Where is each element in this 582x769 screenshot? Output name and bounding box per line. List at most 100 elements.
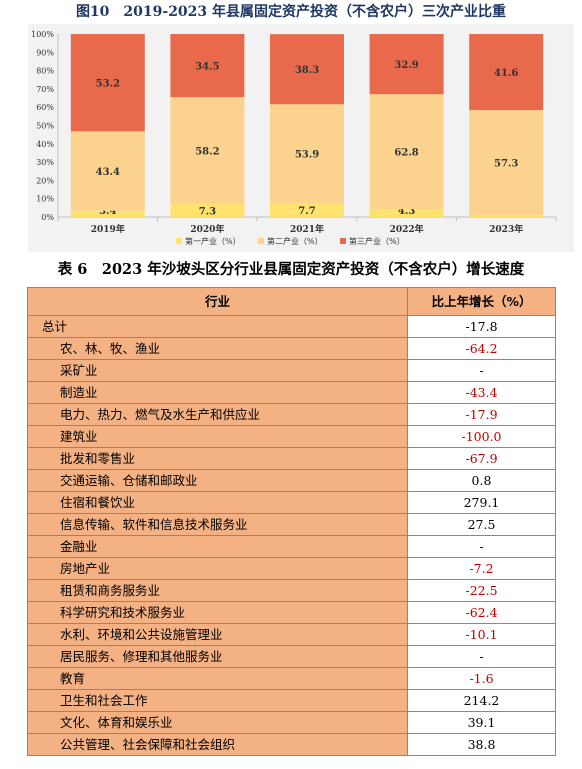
data-label: 7.7 [298, 206, 315, 217]
y-tick-label: 40% [36, 140, 54, 149]
legend-swatch [340, 238, 346, 244]
growth-value: -22.5 [407, 579, 556, 602]
table-row: 交通运输、仓储和邮政业 0.8 [27, 469, 556, 492]
growth-value: 27.5 [407, 513, 556, 536]
industry-name: 教育 [27, 667, 408, 690]
bar-segment [170, 97, 245, 204]
growth-value: - [407, 535, 556, 558]
table-row: 教育 -1.6 [27, 667, 556, 690]
bar-segment [469, 110, 544, 215]
industry-name: 文化、体育和娱乐业 [27, 711, 408, 734]
industry-name: 制造业 [27, 381, 408, 404]
industry-name: 总计 [27, 315, 408, 338]
table-row: 电力、热力、燃气及水生产和供应业 -17.9 [27, 403, 556, 426]
table-row: 水利、环境和公共设施管理业 -10.1 [27, 623, 556, 646]
bar-segment [70, 131, 145, 211]
industry-name: 交通运输、仓储和邮政业 [27, 469, 408, 492]
header-growth: 比上年增长（%） [407, 287, 556, 316]
legend-swatch [258, 238, 264, 244]
y-tick-label: 10% [36, 195, 54, 204]
y-tick-label: 20% [36, 176, 54, 185]
data-label: 4.3 [398, 206, 415, 217]
y-tick-label: 50% [36, 122, 54, 131]
bar-segment [70, 34, 145, 132]
data-label: 53.2 [96, 79, 120, 90]
legend-swatch [176, 238, 182, 244]
x-tick-label: 2021年 [290, 223, 324, 235]
growth-value: -100.0 [407, 425, 556, 448]
industry-name: 水利、环境和公共设施管理业 [27, 623, 408, 646]
industry-name: 电力、热力、燃气及水生产和供应业 [27, 403, 408, 426]
growth-value: -17.9 [407, 403, 556, 426]
data-label: 7.3 [199, 206, 216, 217]
growth-value: -17.8 [407, 315, 556, 338]
industry-name: 居民服务、修理和其他服务业 [27, 645, 408, 668]
data-label: 57.3 [494, 159, 518, 170]
industry-name: 公共管理、社会保障和社会组织 [27, 733, 408, 756]
bar-segment [170, 203, 245, 217]
x-tick-label: 2020年 [190, 223, 224, 235]
bar-segment [369, 34, 444, 95]
growth-value: 214.2 [407, 689, 556, 712]
header-industry: 行业 [27, 287, 408, 316]
data-label: 62.8 [394, 148, 418, 159]
industry-name: 租赁和商务服务业 [27, 579, 408, 602]
table-row: 总计 -17.8 [27, 315, 556, 338]
industry-name: 卫生和社会工作 [27, 689, 408, 712]
bar-segment [170, 34, 245, 98]
data-label: 34.5 [195, 62, 219, 73]
growth-value: 39.1 [407, 711, 556, 734]
growth-value: 279.1 [407, 491, 556, 514]
y-tick-label: 90% [36, 48, 54, 57]
industry-name: 信息传输、软件和信息技术服务业 [27, 513, 408, 536]
data-label: 38.3 [295, 65, 319, 76]
data-label: 3.4 [99, 206, 116, 217]
y-tick-label: 30% [36, 158, 54, 167]
industry-name: 采矿业 [27, 359, 408, 382]
data-label: 58.2 [195, 146, 219, 157]
stacked-bar-chart: 0% 10% 20% 30% 40% 50% 60% 70% 80% 90% 100% 3.4 43.4… [31, 30, 557, 246]
table-row: 文化、体育和娱乐业 39.1 [27, 711, 556, 734]
growth-value: 38.8 [407, 733, 556, 756]
bar-segment [469, 214, 544, 217]
growth-value: -64.2 [407, 337, 556, 360]
data-label: 32.9 [394, 60, 418, 71]
industry-name: 住宿和餐饮业 [27, 491, 408, 514]
table-row: 批发和零售业 -67.9 [27, 447, 556, 470]
growth-value: -10.1 [407, 623, 556, 646]
table-row: 金融业 - [27, 535, 556, 558]
bar-segment [270, 34, 344, 105]
growth-value: -1.6 [407, 667, 556, 690]
legend-label: 第三产业（%） [349, 236, 405, 246]
table-row: 采矿业 - [27, 359, 556, 382]
table-row: 住宿和餐饮业 279.1 [27, 491, 556, 514]
data-label: 43.4 [96, 167, 120, 178]
bar-segment [469, 34, 544, 111]
data-label: 41.6 [494, 68, 518, 79]
bar-segment [270, 104, 344, 203]
industry-name: 批发和零售业 [27, 447, 408, 470]
table-row: 租赁和商务服务业 -22.5 [27, 579, 556, 602]
growth-table: 行业 比上年增长（%） 总计 -17.8 农、林、牧、渔业 -64.2 采矿业 - 制造业 -… [27, 287, 556, 756]
table-row: 卫生和社会工作 214.2 [27, 689, 556, 712]
growth-value: -43.4 [407, 381, 556, 404]
table-row: 居民服务、修理和其他服务业 - [27, 645, 556, 668]
table-title: 表 6 2023 年沙坡头区分行业县属固定资产投资（不含农户）增长速度 [57, 261, 525, 278]
y-tick-label: 60% [36, 103, 54, 112]
industry-name: 建筑业 [27, 425, 408, 448]
industry-name: 房地产业 [27, 557, 408, 580]
growth-value: -7.2 [407, 557, 556, 580]
table-row: 建筑业 -100.0 [27, 425, 556, 448]
figure-title: 图10 2019-2023 年县属固定资产投资（不含农户）三次产业比重 [75, 4, 507, 20]
x-tick-label: 2019年 [91, 223, 125, 235]
y-tick-label: 0% [41, 213, 54, 222]
chart-area: 0% 10% 20% 30% 40% 50% 60% 70% 80% 90% 100% 3.4 43.4… [28, 24, 574, 252]
growth-value: - [407, 359, 556, 382]
table-row: 制造业 -43.4 [27, 381, 556, 404]
legend-label: 第二产业（%） [267, 236, 323, 246]
bar-segment [270, 202, 344, 217]
y-tick-label: 100% [31, 30, 54, 39]
table-header-row: 行业 比上年增长（%） [27, 287, 556, 316]
growth-value: -62.4 [407, 601, 556, 624]
table-row: 公共管理、社会保障和社会组织 38.8 [27, 733, 556, 756]
